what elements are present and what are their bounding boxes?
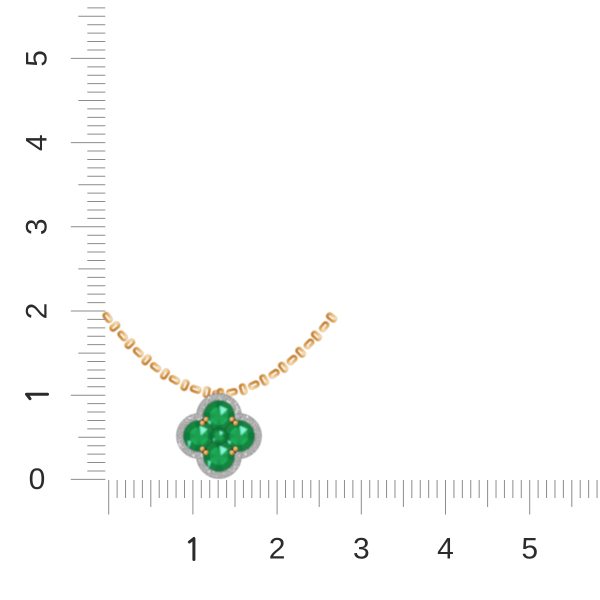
svg-text:2: 2: [269, 533, 286, 566]
svg-text:3: 3: [353, 533, 370, 566]
svg-text:4: 4: [21, 134, 54, 151]
svg-text:2: 2: [21, 303, 54, 320]
svg-text:0: 0: [29, 463, 46, 496]
svg-text:5: 5: [21, 50, 54, 67]
svg-text:4: 4: [437, 533, 454, 566]
svg-text:5: 5: [521, 533, 538, 566]
svg-text:3: 3: [21, 218, 54, 235]
